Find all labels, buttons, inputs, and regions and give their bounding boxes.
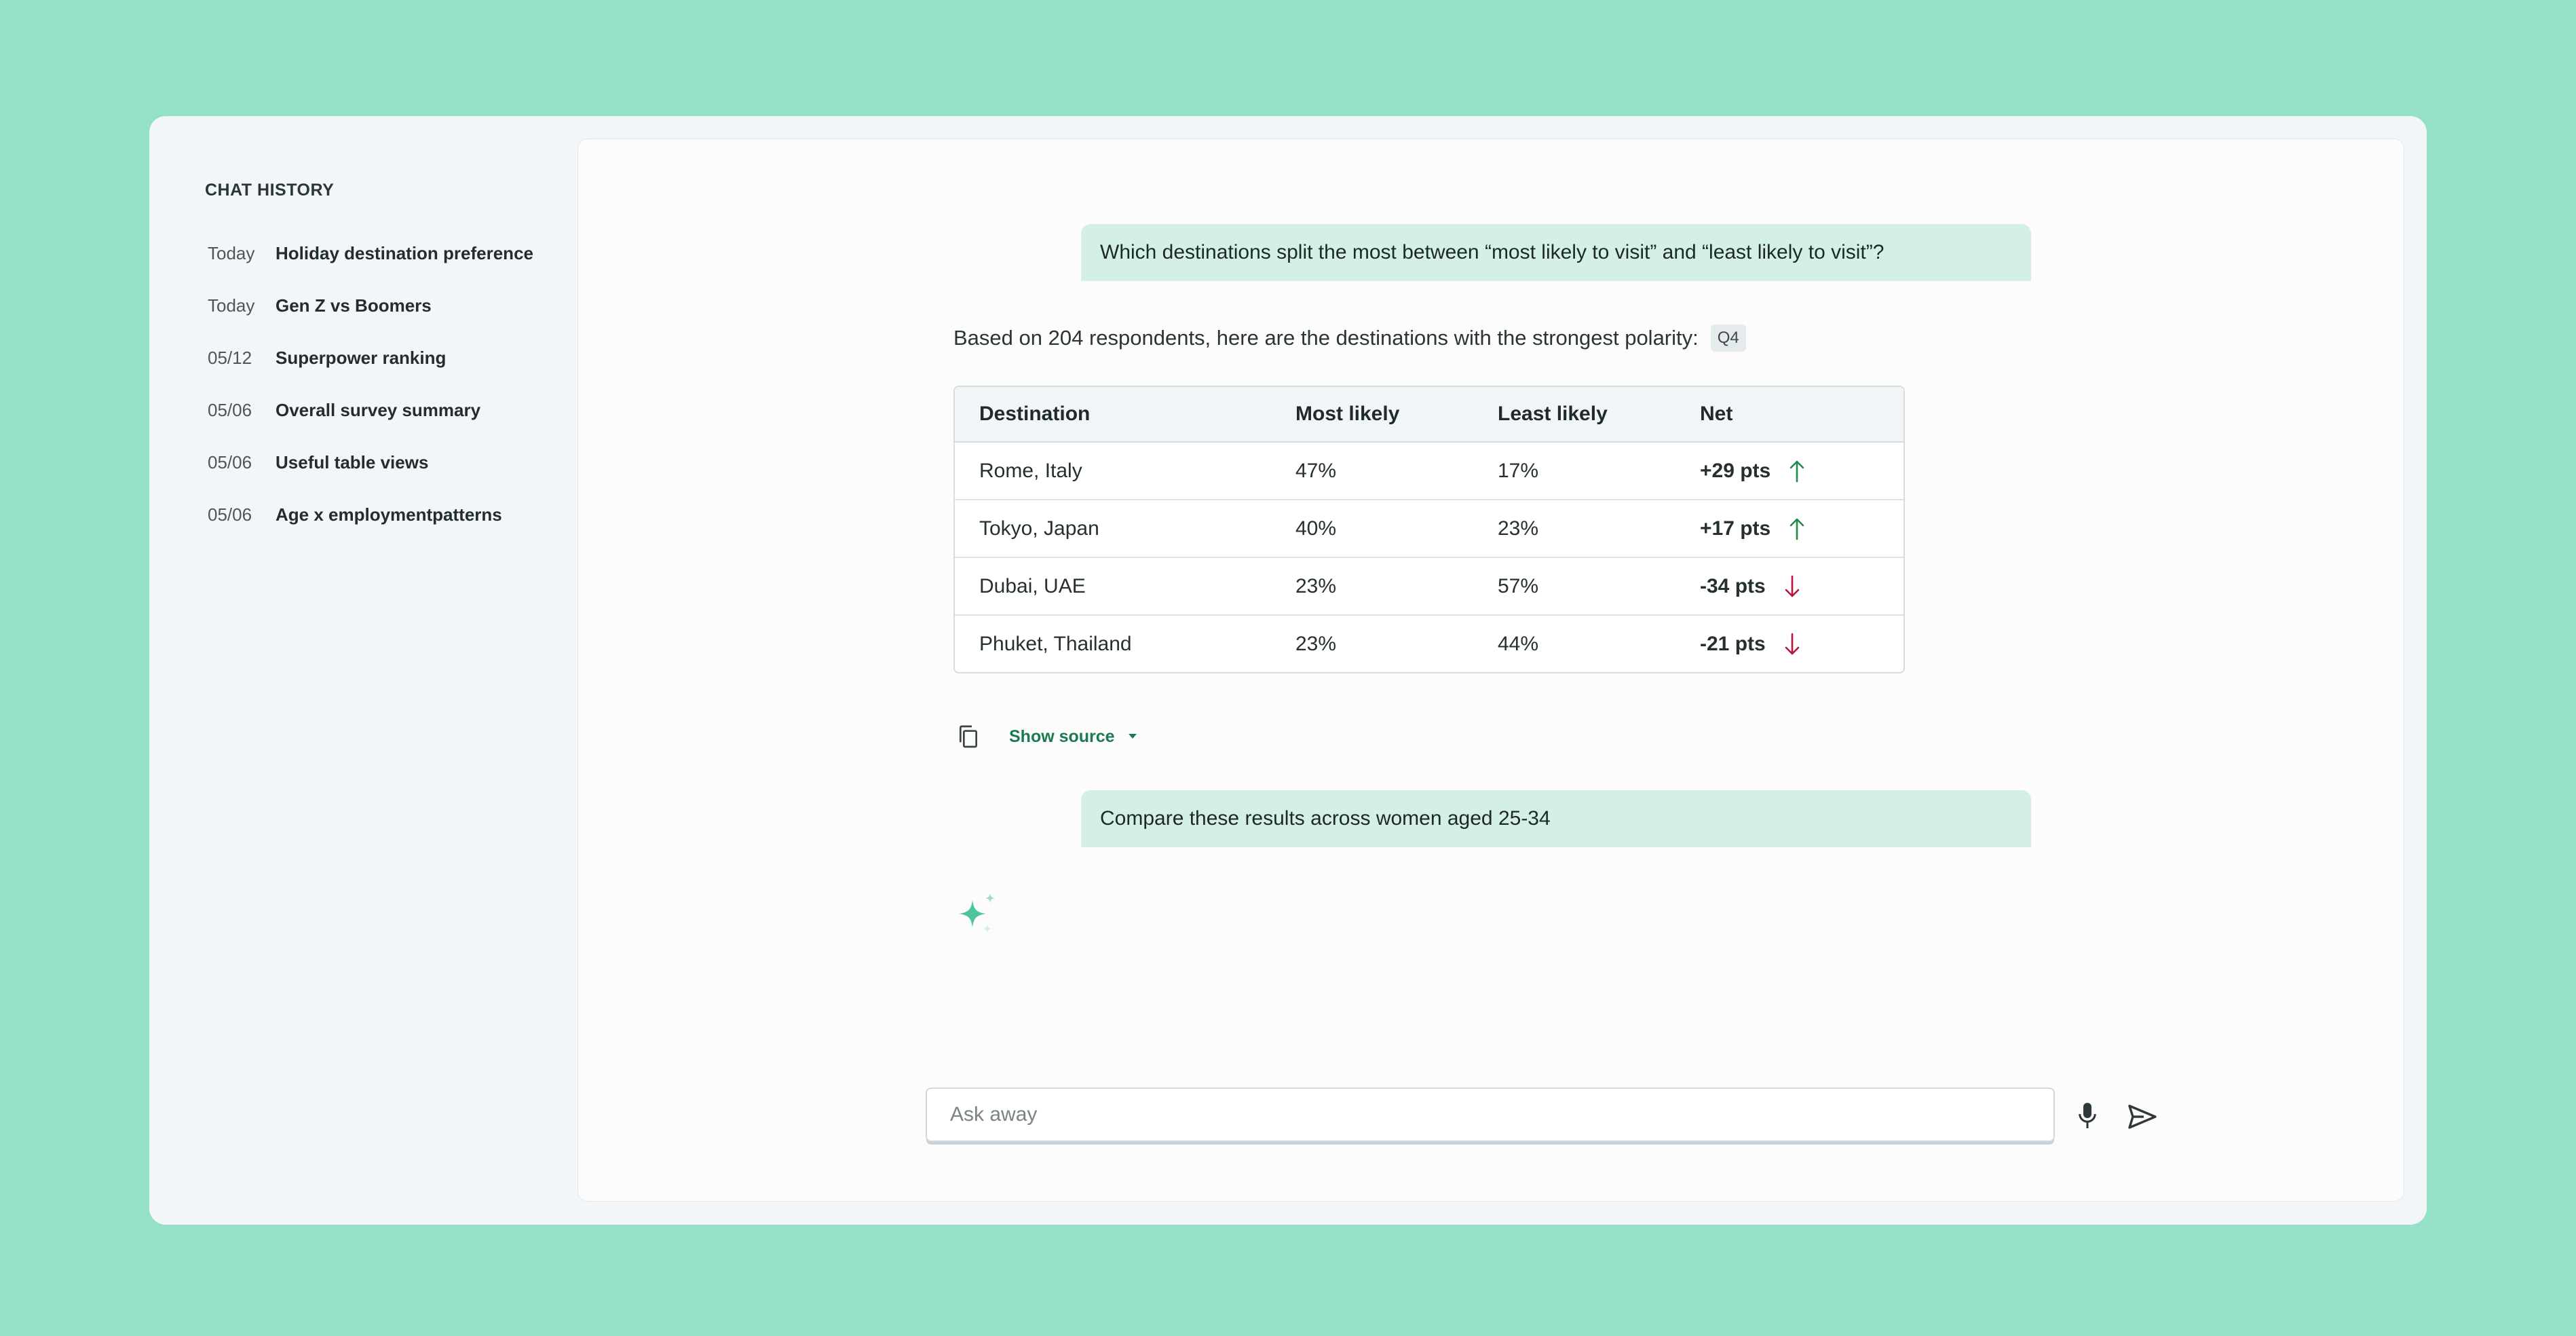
chat-history-date: 05/06 xyxy=(208,504,252,525)
chat-history-title: Useful table views xyxy=(276,452,429,472)
net-cell: +29 pts xyxy=(1675,442,1903,500)
microphone-icon[interactable] xyxy=(2077,1102,2098,1130)
user-message-text: Which destinations split the most betwee… xyxy=(1100,241,1884,263)
chat-history-date: Today xyxy=(208,295,255,316)
send-icon[interactable] xyxy=(2127,1104,2157,1130)
answer-intro-text: Based on 204 respondents, here are the d… xyxy=(953,326,1699,350)
net-value: -34 pts xyxy=(1700,574,1766,597)
question-badge[interactable]: Q4 xyxy=(1710,324,1746,352)
destination-cell: Phuket, Thailand xyxy=(979,632,1132,655)
chat-history-title: Holiday destination preference xyxy=(276,243,533,263)
net-cell: -34 pts xyxy=(1675,557,1903,616)
column-header-most-likely: Most likely xyxy=(1271,387,1473,443)
least-likely-cell: 23% xyxy=(1473,500,1675,558)
chat-history-title: Gen Z vs Boomers xyxy=(276,295,432,316)
results-table: Destination Most likely Least likely Net… xyxy=(953,386,1905,673)
chat-history-date: 05/06 xyxy=(208,452,252,472)
chat-history-item[interactable]: Today Holiday destination preference xyxy=(205,227,585,280)
net-cell: +17 pts xyxy=(1675,500,1903,558)
net-value-wrap: +29 pts xyxy=(1700,460,1903,483)
copy-icon[interactable] xyxy=(955,723,982,750)
most-likely-cell: 23% xyxy=(1271,557,1473,616)
chat-history-item[interactable]: 05/06 Overall survey summary xyxy=(205,384,585,437)
chat-history-date: Today xyxy=(208,243,255,263)
chat-history-title: Overall survey summary xyxy=(276,400,481,420)
most-likely-cell: 40% xyxy=(1271,500,1473,558)
chat-panel: Which destinations split the most betwee… xyxy=(578,139,2404,1201)
arrow-up-icon xyxy=(1789,518,1804,540)
chat-history-item[interactable]: 05/12 Superpower ranking xyxy=(205,332,585,384)
net-value-wrap: -21 pts xyxy=(1700,633,1903,656)
least-likely-cell: 44% xyxy=(1498,632,1539,655)
user-message: Which destinations split the most betwee… xyxy=(1081,224,2031,281)
most-likely-cell: 23% xyxy=(1295,632,1337,655)
user-message-text: Compare these results across women aged … xyxy=(1100,807,1551,830)
caret-down-icon xyxy=(1128,734,1137,739)
arrow-down-icon xyxy=(1785,633,1800,654)
column-header-least-likely: Least likely xyxy=(1473,387,1675,443)
net-value: +17 pts xyxy=(1700,517,1771,540)
net-value: -21 pts xyxy=(1700,632,1766,655)
chat-history-title: Age x employmentpatterns xyxy=(276,504,502,525)
table-row: Tokyo, Japan 40% 23% +17 pts xyxy=(955,500,1903,558)
destination-cell: Rome, Italy xyxy=(955,442,1271,500)
table-row: Rome, Italy 47% 17% +29 pts xyxy=(955,442,1903,500)
show-source-label: Show source xyxy=(1009,726,1115,746)
column-header-destination: Destination xyxy=(955,387,1271,443)
chat-composer xyxy=(926,1088,2055,1142)
chat-history-item[interactable]: 05/06 Age x employmentpatterns xyxy=(205,489,585,541)
show-source-button[interactable]: Show source xyxy=(1009,727,1138,747)
table-header-row: Destination Most likely Least likely Net xyxy=(955,387,1903,443)
column-header-net: Net xyxy=(1675,387,1903,443)
answer-actions: Show source xyxy=(955,720,1138,754)
app-window: CHAT HISTORY Today Holiday destination pr… xyxy=(149,116,2427,1225)
arrow-up-icon xyxy=(1789,460,1804,482)
net-value-wrap: -34 pts xyxy=(1700,575,1903,598)
net-value-wrap: +17 pts xyxy=(1700,517,1903,540)
chat-history-title: Superpower ranking xyxy=(276,348,447,368)
table-row: Phuket, Thailand 23% 44% -21 pts xyxy=(955,615,1903,672)
chat-history-heading: CHAT HISTORY xyxy=(205,181,335,200)
chat-history-date: 05/12 xyxy=(208,348,252,368)
net-cell: -21 pts xyxy=(1675,615,1903,672)
chat-history-list: Today Holiday destination preference Today… xyxy=(205,227,585,541)
most-likely-cell: 47% xyxy=(1271,442,1473,500)
sparkle-icon xyxy=(959,893,995,933)
chat-history-item[interactable]: Today Gen Z vs Boomers xyxy=(205,280,585,332)
chat-history-sidebar: CHAT HISTORY Today Holiday destination pr… xyxy=(205,180,585,541)
destination-cell: Dubai, UAE xyxy=(955,557,1271,616)
arrow-down-icon xyxy=(1785,575,1800,597)
least-likely-cell: 57% xyxy=(1473,557,1675,616)
assistant-answer-intro: Based on 204 respondents, here are the d… xyxy=(953,321,1746,355)
least-likely-cell: 17% xyxy=(1473,442,1675,500)
user-message: Compare these results across women aged … xyxy=(1081,790,2031,847)
net-value: +29 pts xyxy=(1700,459,1771,482)
chat-history-date: 05/06 xyxy=(208,400,252,420)
ask-input[interactable] xyxy=(927,1089,2053,1140)
table-row: Dubai, UAE 23% 57% -34 pts xyxy=(955,557,1903,616)
destination-cell: Tokyo, Japan xyxy=(955,500,1271,558)
chat-history-item[interactable]: 05/06 Useful table views xyxy=(205,437,585,489)
